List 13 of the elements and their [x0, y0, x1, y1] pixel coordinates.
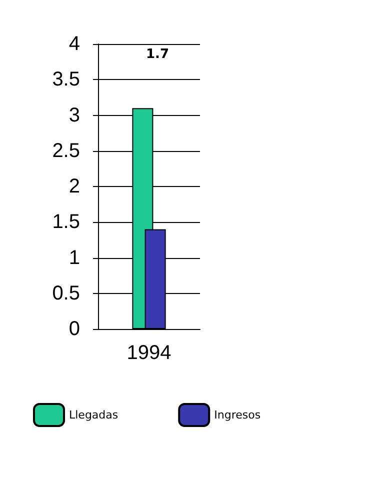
y-tick-label: 1.5 [52, 211, 80, 234]
y-tick-label: 3 [68, 104, 80, 126]
legend-label: Ingresos [214, 408, 261, 422]
y-tick-label: 2.5 [52, 140, 80, 162]
y-tick-label: 4 [68, 33, 80, 55]
y-tick-label: 3.5 [52, 68, 80, 91]
y-tick-label: 2 [68, 176, 80, 198]
legend-label: Llegadas [69, 408, 118, 422]
y-tick-label: 0.5 [52, 282, 80, 304]
x-tick-label: 1994 [126, 342, 172, 364]
y-tick-label: 0 [68, 318, 80, 340]
y-tick-label: 1 [68, 246, 80, 269]
annotation: 1.7 [146, 47, 170, 62]
